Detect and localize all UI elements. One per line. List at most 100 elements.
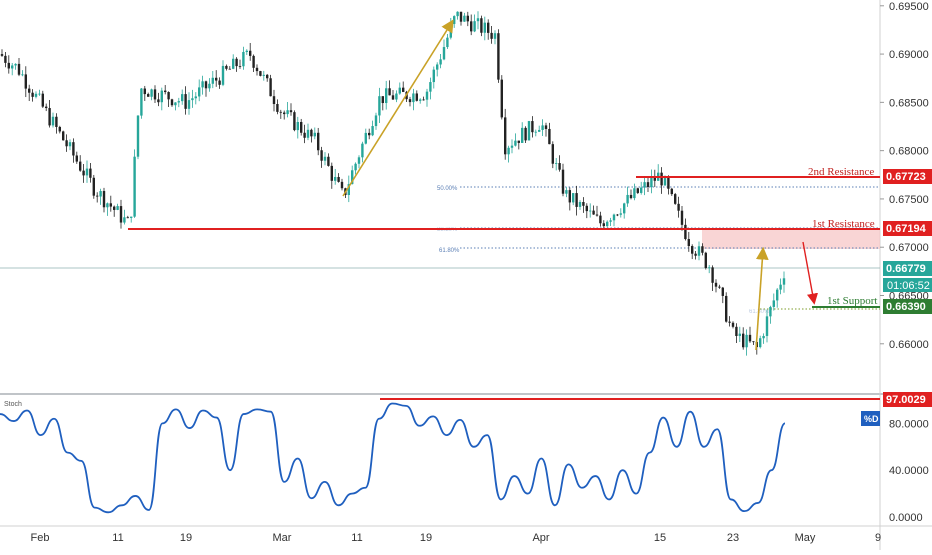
- candle-body: [762, 335, 765, 339]
- candle-body: [534, 131, 537, 133]
- candle-body: [551, 144, 554, 164]
- fib-label-500: 50.00%: [437, 186, 458, 192]
- candle-body: [147, 94, 150, 97]
- time-tick-label: Feb: [31, 532, 50, 544]
- candle-body: [113, 206, 116, 210]
- candle-body: [708, 267, 711, 269]
- resistance-zone: [702, 228, 880, 249]
- candle-body: [72, 142, 75, 156]
- candle-body: [191, 98, 194, 101]
- stoch-axis[interactable]: 80.0000 40.0000 0.0000: [889, 418, 929, 524]
- candle-body: [779, 284, 782, 290]
- candle-body: [289, 110, 293, 113]
- candle-body: [204, 81, 208, 89]
- candle-body: [480, 18, 483, 33]
- second-resistance-value: 0.67723: [886, 171, 926, 183]
- price-tick-label: 0.69000: [889, 49, 929, 61]
- candle-body: [633, 188, 636, 199]
- candle-body: [602, 223, 605, 227]
- candle-body: [738, 333, 741, 337]
- candle-body: [245, 50, 248, 52]
- time-axis[interactable]: Feb 11 19 Mar 11 19 Apr 15 23 May 9: [31, 532, 882, 544]
- candle-body: [691, 246, 694, 254]
- stoch-line: [0, 402, 786, 514]
- candle-body: [776, 289, 779, 301]
- candle-body: [4, 55, 7, 63]
- candle-body: [568, 190, 571, 203]
- candle-body: [677, 203, 680, 211]
- candle-body: [711, 267, 714, 283]
- time-tick-label: Mar: [273, 532, 292, 544]
- candle-body: [769, 306, 772, 317]
- candle-body: [470, 21, 473, 32]
- price-tick-label: 0.67500: [889, 194, 929, 206]
- time-tick-label: 23: [727, 532, 739, 544]
- candle-body: [684, 224, 687, 240]
- candle-body: [99, 191, 102, 197]
- candle-body: [459, 11, 463, 22]
- first-resistance-badge: 0.67194: [883, 221, 932, 236]
- candle-body: [616, 214, 619, 216]
- candle-body: [361, 143, 364, 158]
- candle-body: [126, 217, 129, 219]
- candle-body: [718, 286, 721, 288]
- d-badge[interactable]: %D: [861, 411, 880, 426]
- candle-body: [555, 163, 558, 164]
- time-tick-label: 9: [875, 532, 881, 544]
- candle-body: [524, 127, 527, 141]
- candle-body: [694, 253, 697, 256]
- candle-body: [300, 121, 303, 133]
- candle-body: [752, 341, 755, 343]
- candle-body: [167, 92, 170, 100]
- candle-body: [150, 89, 153, 97]
- candle-body: [283, 112, 286, 115]
- candle-body: [347, 184, 350, 196]
- candle-body: [221, 65, 225, 85]
- candle-body: [640, 187, 643, 193]
- candle-body: [456, 11, 459, 17]
- candle-body: [398, 87, 401, 94]
- candle-body: [160, 90, 163, 103]
- candle-body: [82, 170, 85, 176]
- candle-body: [187, 100, 191, 109]
- candle-body: [670, 188, 673, 195]
- candle-body: [62, 131, 65, 141]
- stoch-tick-label: 80.0000: [889, 418, 929, 430]
- candle-body: [276, 104, 279, 112]
- candle-body: [174, 102, 177, 106]
- second-resistance-badge: 0.67723: [883, 169, 932, 184]
- candle-body: [745, 334, 748, 348]
- candle-body: [531, 121, 534, 133]
- candle-body: [544, 125, 548, 129]
- candle-body: [660, 172, 663, 186]
- first-support-badge: 0.66390: [883, 299, 932, 314]
- candle-body: [541, 125, 544, 130]
- price-pane[interactable]: [0, 0, 880, 394]
- candle-body: [255, 67, 259, 72]
- candle-body: [55, 116, 58, 127]
- candle-body: [337, 176, 340, 182]
- candle-body: [412, 93, 415, 103]
- candle-body: [14, 63, 17, 66]
- stoch-pane[interactable]: [0, 394, 880, 526]
- candle-body: [21, 74, 24, 76]
- candle-body: [500, 79, 503, 118]
- candle-body: [310, 129, 313, 137]
- candle-body: [7, 62, 10, 69]
- candle-body: [687, 239, 690, 247]
- time-tick-label: 19: [180, 532, 192, 544]
- candle-body: [85, 168, 89, 176]
- candle-body: [102, 191, 106, 208]
- candle-body: [415, 93, 418, 101]
- candle-body: [68, 142, 72, 147]
- candle-body: [504, 117, 507, 155]
- time-tick-label: 11: [351, 532, 362, 544]
- candle-body: [742, 333, 745, 348]
- candle-body: [606, 221, 609, 227]
- candle-body: [136, 115, 140, 157]
- candle-body: [391, 95, 395, 100]
- candle-body: [303, 132, 306, 138]
- candle-body: [317, 132, 320, 151]
